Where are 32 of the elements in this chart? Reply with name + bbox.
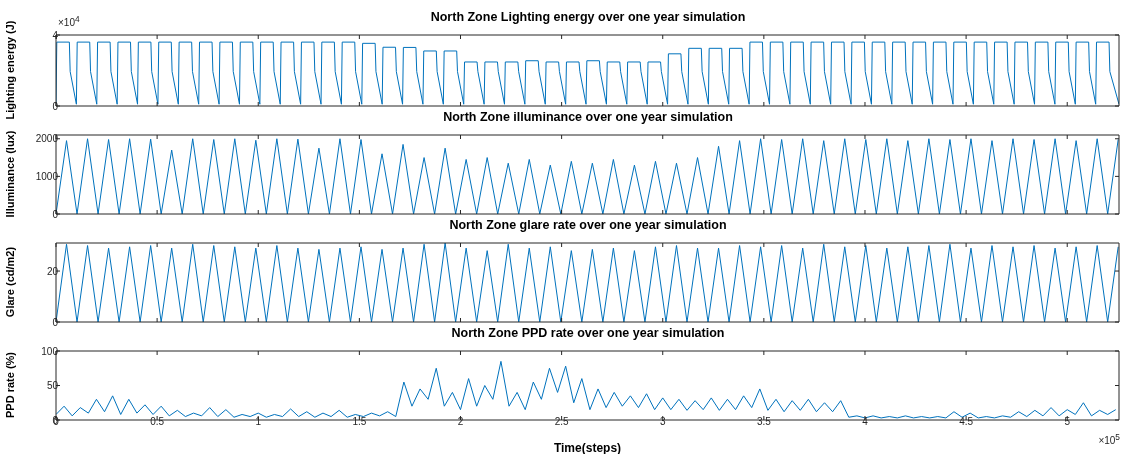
y-tick-label: 0 [52,100,59,112]
y-axis-title: PPD rate (%) [4,351,16,419]
y-tick-label: 0 [52,316,59,328]
x-tick-label: 1 [255,416,262,428]
chart-title: North Zone Lighting energy over one year simulation [430,10,746,24]
chart-title: North Zone illuminance over one year simulation [442,110,734,124]
x-tick-label: 4 [862,416,869,428]
x-tick-label: 1.5 [352,416,367,428]
x-tick-label: 5 [1064,416,1071,428]
y-tick-label: 50 [46,380,59,392]
x-tick-label: 3 [659,416,666,428]
chart-title: North Zone glare rate over one year simulation [448,218,728,232]
line-series [56,138,1119,214]
y-tick-label: 20 [46,265,59,277]
x-axis-title: Time(steps) [553,441,622,454]
y-tick-label: 100 [41,345,59,357]
y-axis-title: Lighting energy (J) [4,20,16,120]
text: ×10$^{5}$ [1098,432,1120,447]
x-tick-label: 0.5 [150,416,165,428]
text: ×10$^{4}$ [58,14,80,29]
x-tick-label: 3.5 [756,416,772,428]
line-series [56,243,1119,322]
y-tick-label: 1000 [35,170,59,182]
y-axis-title: Glare (cd/m2) [4,246,16,318]
y-tick-label: 2000 [35,133,59,145]
x-tick-label: 4.5 [959,416,974,428]
chart-title: North Zone PPD rate over one year simulation [450,326,726,340]
y-tick-label: 4 [52,29,59,41]
y-tick-label: 0 [52,414,59,426]
y-axis-title: Illuminance (lux) [4,130,16,218]
x-tick-label: 2.5 [554,416,569,428]
y-tick-label: 0 [52,208,59,220]
